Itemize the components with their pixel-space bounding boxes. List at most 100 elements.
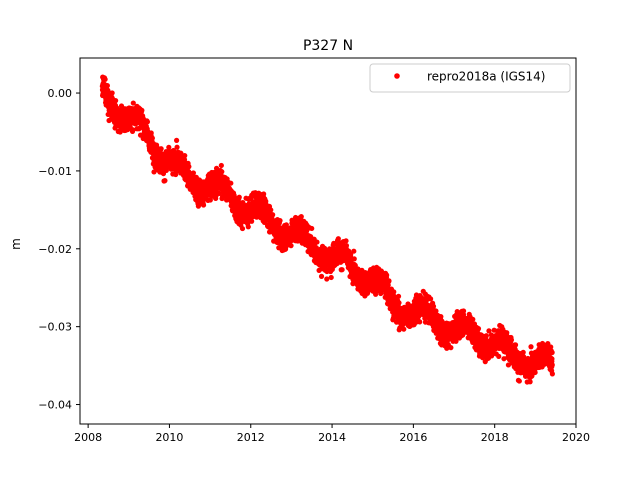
data-point [148,130,154,136]
data-point [438,314,444,320]
data-point [270,212,276,218]
data-point [139,107,145,113]
data-point [364,290,371,296]
data-point [508,337,515,343]
data-point [324,276,330,282]
data-point [277,218,283,224]
data-point [104,83,110,89]
data-point [532,369,538,376]
data-point [261,191,267,197]
data-point [182,153,188,159]
data-point [190,170,197,176]
data-point [343,238,349,244]
data-point [496,353,502,359]
data-point [186,164,192,170]
y-tick-label: −0.02 [38,243,72,256]
data-point [549,371,555,377]
y-tick-label: −0.04 [38,399,72,412]
data-point [433,308,439,314]
legend-marker [394,73,400,79]
data-point [328,274,334,281]
data-point [219,169,225,175]
data-point [470,316,476,322]
data-point [318,273,325,279]
legend-box [369,63,571,93]
y-tick-label: 0.00 [48,87,73,100]
data-point [348,251,354,258]
data-point [268,207,274,213]
data-point [549,349,555,356]
data-point [516,378,522,384]
data-point [548,344,554,350]
plot-area-frame [79,57,577,425]
data-point [549,356,555,362]
x-tick-label: 2010 [155,431,183,444]
x-tick-label: 2016 [399,431,427,444]
y-tick-label: −0.03 [38,321,72,334]
data-point [453,338,459,344]
data-point [351,248,357,254]
y-axis-ticks: 0.00 −0.01 −0.02 −0.03 −0.04 [38,87,80,412]
data-point [384,272,390,278]
legend-label: repro2018a (IGS14) [427,70,545,84]
x-axis-ticks: 2008 2010 2012 2014 2016 2018 2020 [74,424,590,444]
x-tick-label: 2008 [74,431,102,444]
x-tick-label: 2014 [318,431,346,444]
data-point [245,224,251,230]
data-point [283,222,289,228]
x-tick-label: 2020 [562,431,590,444]
data-point [200,202,207,208]
data-point [166,144,172,150]
data-point [314,239,320,245]
data-point [391,289,397,295]
data-point [218,162,224,169]
data-point [249,218,255,224]
data-point [386,278,392,284]
data-point [351,256,357,262]
data-point [430,303,437,309]
data-point [174,144,180,150]
data-point [483,333,489,339]
data-point [417,319,423,325]
data-point [216,190,222,197]
data-point [130,127,136,133]
x-tick-label: 2012 [237,431,265,444]
data-point [102,76,108,82]
data-point [396,300,402,306]
data-point [528,344,534,350]
data-point [158,146,164,152]
y-tick-label: −0.01 [38,165,72,178]
data-point [130,100,136,106]
data-point [549,362,555,368]
data-point [149,135,155,141]
data-point [228,180,234,186]
data-point [109,90,115,96]
data-point [395,293,402,299]
data-point [335,236,341,242]
data-point [236,194,242,200]
data-point [339,267,345,273]
data-point [475,326,482,332]
legend: repro2018a (IGS14) [369,63,571,93]
data-point [448,345,454,351]
data-point [512,342,519,348]
data-point [239,225,246,232]
data-point [401,326,407,332]
data-point [288,243,294,249]
data-point [520,349,526,355]
data-point [505,362,512,368]
data-point [174,137,180,143]
data-point [113,98,119,104]
y-axis-label: m [9,238,23,250]
data-point [162,178,168,184]
data-point [428,296,434,302]
data-points [99,74,555,385]
data-point [460,308,467,314]
data-point [527,379,533,385]
data-point [144,119,151,125]
data-point [486,328,492,334]
data-point [343,242,350,249]
data-point [298,214,304,220]
chart-title: P327 N [303,38,353,54]
